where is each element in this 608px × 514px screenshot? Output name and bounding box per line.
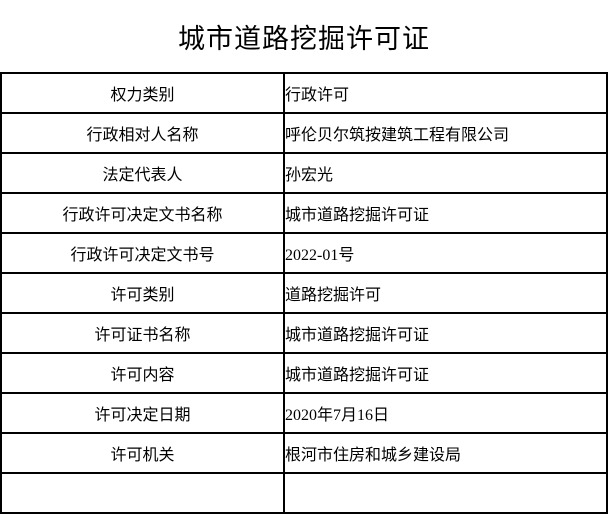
table-row: 许可机关 根河市住房和城乡建设局 <box>0 432 608 474</box>
row-label: 权力类别 <box>0 72 285 114</box>
table-row: 许可内容 城市道路挖掘许可证 <box>0 352 608 394</box>
table-row: 许可类别 道路挖掘许可 <box>0 272 608 314</box>
row-label: 许可类别 <box>0 272 285 314</box>
row-label <box>0 472 285 514</box>
row-value: 城市道路挖掘许可证 <box>283 312 608 354</box>
row-value: 根河市住房和城乡建设局 <box>283 432 608 474</box>
table-row: 法定代表人 孙宏光 <box>0 152 608 194</box>
row-value: 城市道路挖掘许可证 <box>283 352 608 394</box>
row-value: 城市道路挖掘许可证 <box>283 192 608 234</box>
table-row: 行政许可决定文书名称 城市道路挖掘许可证 <box>0 192 608 234</box>
row-label: 行政许可决定文书号 <box>0 232 285 274</box>
table-row: 行政许可决定文书号 2022-01号 <box>0 232 608 274</box>
row-value: 道路挖掘许可 <box>283 272 608 314</box>
table-row: 权力类别 行政许可 <box>0 72 608 114</box>
table-row: 许可决定日期 2020年7月16日 <box>0 392 608 434</box>
row-value: 2020年7月16日 <box>283 392 608 434</box>
row-label: 许可机关 <box>0 432 285 474</box>
row-label: 法定代表人 <box>0 152 285 194</box>
page-title: 城市道路挖掘许可证 <box>178 23 430 54</box>
table-row: 行政相对人名称 呼伦贝尔筑按建筑工程有限公司 <box>0 112 608 154</box>
row-value: 行政许可 <box>283 72 608 114</box>
permit-document-page: 城市道路挖掘许可证 权力类别 行政许可 行政相对人名称 呼伦贝尔筑按建筑工程有限… <box>0 23 608 514</box>
permit-table: 权力类别 行政许可 行政相对人名称 呼伦贝尔筑按建筑工程有限公司 法定代表人 孙… <box>0 72 608 514</box>
table-row-cutoff <box>0 472 608 514</box>
row-value <box>283 472 608 514</box>
permit-table-body: 权力类别 行政许可 行政相对人名称 呼伦贝尔筑按建筑工程有限公司 法定代表人 孙… <box>0 72 608 514</box>
row-label: 行政许可决定文书名称 <box>0 192 285 234</box>
row-label: 许可证书名称 <box>0 312 285 354</box>
row-label: 行政相对人名称 <box>0 112 285 154</box>
row-value: 孙宏光 <box>283 152 608 194</box>
row-value: 呼伦贝尔筑按建筑工程有限公司 <box>283 112 608 154</box>
row-label: 许可决定日期 <box>0 392 285 434</box>
row-label: 许可内容 <box>0 352 285 394</box>
row-value: 2022-01号 <box>283 232 608 274</box>
table-row: 许可证书名称 城市道路挖掘许可证 <box>0 312 608 354</box>
